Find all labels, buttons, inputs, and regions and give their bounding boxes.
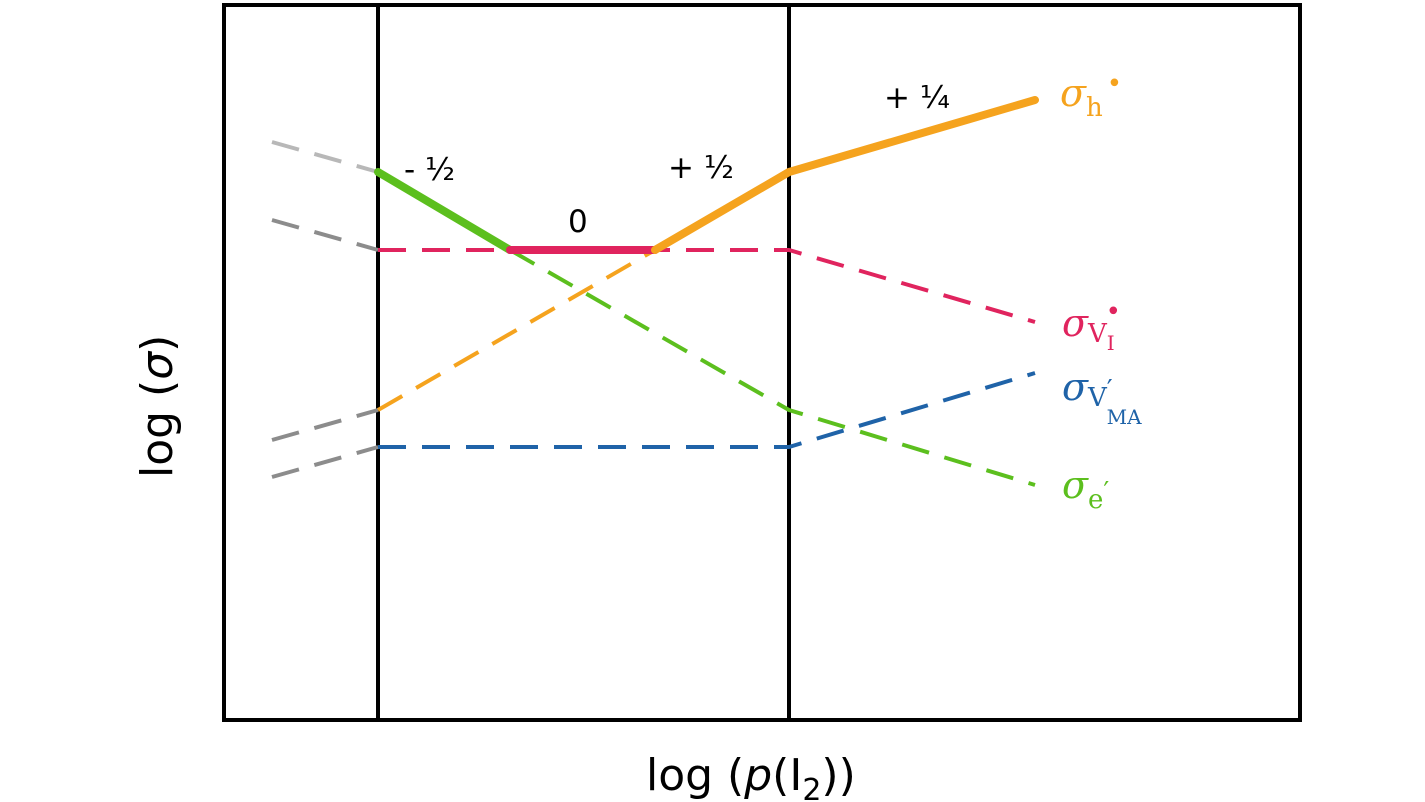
ma-vacancy-superscript: ′ (1107, 375, 1113, 405)
y-axis-label-close: ) (132, 335, 183, 352)
extrapolation-holes (271, 408, 379, 442)
y-axis-label-var: σ (132, 351, 183, 380)
x-axis-label-close: )) (821, 750, 855, 801)
curve-holes (376, 248, 657, 412)
iodine-vacancy-subsubscript: I (1107, 331, 1115, 355)
ma-vacancy-symbol: σ (1062, 365, 1089, 409)
slope-label-pos-half: + ½ (668, 150, 734, 186)
electrons-superscript: ′ (1103, 477, 1109, 507)
y-axis-label: log (σ) (132, 335, 183, 478)
iodine-vacancy-superscript: • (1106, 297, 1121, 327)
holes-subscript: h (1086, 93, 1103, 123)
electrons-symbol: σ (1062, 463, 1089, 507)
species-label-ma-vacancy: σV′ MA (1062, 365, 1142, 429)
x-axis-label-var: p (743, 750, 772, 801)
electrons-subscript: e (1088, 485, 1103, 515)
slope-label-pos-quarter: + ¼ (884, 80, 950, 116)
species-curves (376, 248, 1036, 487)
ma-vacancy-subscript: V (1087, 383, 1108, 413)
y-axis-label-prefix: log ( (132, 380, 183, 478)
curve-iodine-vacancy (378, 248, 1036, 324)
x-axis-label-sub: 2 (802, 773, 821, 802)
dominant-electrons (374, 168, 514, 254)
dominant-holes (651, 96, 1039, 254)
x-axis-label-prefix: log ( (646, 750, 744, 801)
species-label-holes: σh• (1060, 69, 1122, 123)
ma-vacancy-subsubscript: MA (1107, 405, 1142, 429)
x-axis-label: log (p(I2)) (646, 750, 856, 802)
slope-label-zero: 0 (568, 204, 588, 240)
holes-superscript: • (1107, 69, 1122, 99)
extrapolation-ma-vacancy (271, 445, 379, 479)
species-label-iodine-vacancy: σVI • (1062, 297, 1121, 355)
slope-label-neg-half: - ½ (404, 152, 455, 188)
curve-ma-vacancy (378, 371, 1036, 449)
dominant-conductivity (374, 96, 1039, 254)
extrapolation-lines (271, 140, 379, 479)
extrapolation-electrons (271, 140, 379, 174)
iodine-vacancy-subscript: V (1087, 319, 1108, 349)
curve-electrons (509, 248, 1036, 487)
extrapolation-iodine-vacancy (271, 218, 379, 252)
species-label-electrons: σe′ (1062, 463, 1109, 515)
x-axis-label-open: (I (772, 750, 802, 801)
plot-frame (222, 3, 1302, 722)
iodine-vacancy-symbol: σ (1062, 301, 1089, 345)
holes-symbol: σ (1060, 71, 1087, 115)
